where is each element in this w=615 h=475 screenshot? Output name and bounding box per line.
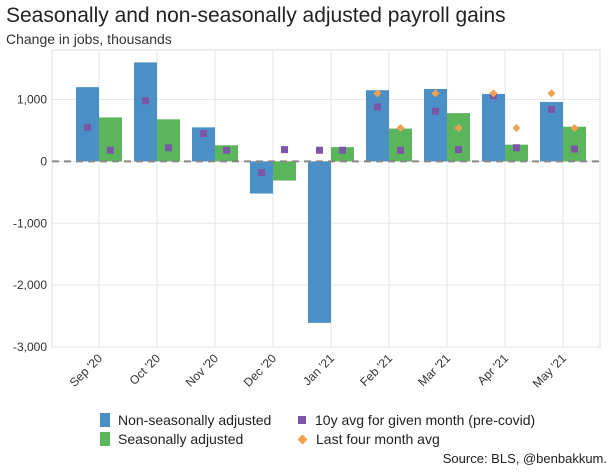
source-note: Source: BLS, @benbakkum. (442, 451, 607, 466)
marker-10y-avg (281, 146, 288, 154)
bar-nsa (540, 101, 563, 162)
bar-nsa (250, 161, 273, 194)
marker-last4 (373, 89, 382, 98)
marker-10y-avg (200, 130, 207, 138)
marker-10y-avg (548, 105, 555, 113)
x-tick-label: Jan '21 (300, 351, 337, 388)
x-tick-label: May '21 (530, 351, 570, 391)
marker-last4 (396, 123, 405, 132)
x-tick-label: Apr '21 (475, 351, 512, 388)
marker-last4 (570, 123, 579, 132)
payroll-chart: 1,000 0 -1,000 -2,000 -3,000 Sep '20 Oct '20 No… (13, 49, 601, 391)
bar-nsa (424, 88, 447, 162)
bar-sa (563, 126, 586, 162)
marker-10y-avg (258, 169, 265, 177)
marker-10y-avg (397, 146, 404, 154)
marker-10y-avg (374, 103, 381, 111)
x-tick-label: Sep '20 (67, 351, 106, 390)
marker-last4 (512, 123, 521, 132)
marker-last4 (547, 89, 556, 98)
marker-last4 (431, 89, 440, 98)
legend-swatch-sa (100, 432, 110, 446)
chart-title: Seasonally and non-seasonally adjusted p… (6, 4, 506, 27)
legend-label-sa: Seasonally adjusted (118, 431, 244, 447)
legend-label-10y-avg: 10y avg for given month (pre-covid) (315, 412, 536, 428)
bar-sa (331, 147, 354, 162)
marker-10y-avg (223, 146, 230, 154)
x-tick-label: Nov '20 (183, 351, 222, 390)
legend-swatch-last4 (297, 434, 308, 444)
legend-label-nsa: Non-seasonally adjusted (118, 412, 272, 428)
x-tick-label: Oct '20 (127, 351, 164, 388)
y-tick-label: -1,000 (13, 216, 47, 230)
marker-10y-avg (107, 146, 114, 154)
bar-nsa (482, 93, 505, 162)
legend-item-nsa: Non-seasonally adjusted (100, 412, 271, 428)
legend-item-sa: Seasonally adjusted (100, 431, 243, 447)
x-tick-label: Dec '20 (241, 351, 280, 390)
y-tick-label: -2,000 (13, 278, 47, 292)
chart-subtitle: Change in jobs, thousands (6, 31, 172, 47)
marker-10y-avg (339, 146, 346, 154)
marker-10y-avg (571, 145, 578, 153)
y-tick-label: 1,000 (17, 93, 47, 107)
legend-item-last4: Last four month avg (297, 431, 440, 447)
marker-10y-avg (142, 97, 149, 105)
marker-10y-avg (84, 123, 91, 131)
bar-sa (157, 119, 180, 162)
bar-nsa (192, 127, 215, 162)
x-tick-label: Mar '21 (415, 351, 453, 389)
legend-swatch-nsa (100, 413, 110, 427)
marker-10y-avg (455, 146, 462, 154)
bar-sa (389, 128, 412, 162)
bar-sa (99, 117, 122, 162)
bar-nsa (366, 90, 389, 162)
bar-sa (505, 144, 528, 162)
marker-10y-avg (513, 144, 520, 152)
x-tick-label: Feb '21 (357, 351, 395, 389)
marker-10y-avg (165, 144, 172, 152)
legend-swatch-10y-avg (298, 416, 306, 424)
marker-last4 (454, 123, 463, 132)
y-tick-label: -3,000 (13, 340, 47, 354)
legend-item-10y-avg: 10y avg for given month (pre-covid) (297, 412, 535, 428)
legend-label-last4: Last four month avg (316, 431, 440, 447)
bar-sa (447, 113, 470, 162)
y-tick-label: 0 (40, 154, 47, 168)
bar-sa (273, 161, 296, 181)
marker-last4 (489, 89, 498, 98)
marker-10y-avg (316, 146, 323, 154)
bar-nsa (308, 161, 331, 323)
bar-nsa (134, 62, 157, 162)
marker-10y-avg (432, 107, 439, 115)
